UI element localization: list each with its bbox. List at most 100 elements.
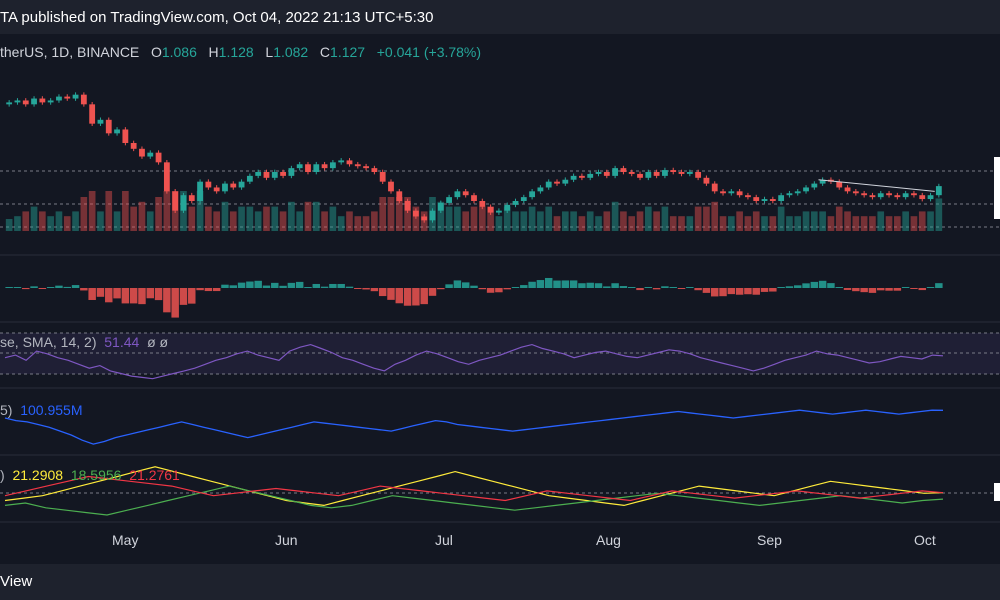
dmi-scale-label [994,483,1000,501]
candle-body [529,191,536,198]
x-tick-label: Jul [435,532,453,548]
histogram-bar [818,280,827,288]
high-label: H [208,44,219,60]
rsi-legend[interactable]: se, SMA, 14, 2) 51.44 ø ø [0,334,168,350]
volume-bar [188,206,196,231]
histogram-bar [843,288,852,290]
histogram-bar [636,288,644,291]
candle-body [80,94,87,105]
candle-body [662,170,668,176]
candle-body [56,96,62,101]
volume-bar [246,206,254,231]
dmi-legend[interactable]: ) 21.2908 18.5956 21.2761 [0,467,180,483]
volume-bar [379,197,387,231]
histogram-bar [378,288,387,297]
obv-value: 100.955M [20,402,83,418]
candle-body [429,210,436,221]
candle-body [222,183,228,192]
histogram-bar [387,288,395,300]
histogram-bar [719,288,727,297]
histogram-bar [428,288,437,296]
price-scale-label [994,157,1000,219]
volume-bar [478,206,486,231]
volume-bar [105,191,113,231]
volume-bar [512,211,519,231]
volume-bar [620,211,627,231]
histogram-bar [105,288,113,303]
histogram-bar [495,288,503,293]
candle-body [670,170,677,172]
volume-bar [462,211,470,231]
candle-body [612,168,619,176]
candle-body [736,191,743,196]
histogram-bar [13,287,22,288]
volume-bar [520,211,528,231]
volume-bar [171,191,179,231]
minus-di-line [4,475,944,502]
x-tick-label: Oct [914,532,936,548]
symbol-legend: therUS, 1D, BINANCE O1.086 H1.128 L1.082… [0,44,481,60]
histogram-bar [536,280,545,288]
candle-body [412,210,419,217]
histogram-bar [271,282,279,288]
x-tick-label: Aug [596,532,621,548]
candle-body [554,181,560,184]
candle-body [39,98,46,103]
volume-bar [794,216,802,231]
candle-body [786,193,793,196]
candle-body [197,181,203,201]
histogram-bar [710,288,719,297]
histogram-bar [910,288,918,289]
histogram-bar [30,286,38,288]
volume-bar [711,201,719,231]
candle-body [761,199,768,201]
volume-bar [586,211,594,231]
histogram-bar [669,287,677,288]
histogram-bar [785,286,794,288]
histogram-bar [46,287,55,288]
obv-line [4,409,944,445]
candle-body [753,197,760,201]
histogram-bar [561,280,570,288]
histogram-bar [793,285,802,288]
volume-bar [752,211,760,231]
volume-bar [454,206,461,231]
histogram-bar [769,288,777,292]
candle-body [861,193,868,196]
candle-body [454,191,461,198]
candle-body [72,94,79,99]
volume-bar [14,216,21,231]
candle-body [122,129,129,143]
adx-value: 21.2908 [12,467,64,483]
volume-bar [769,216,777,231]
candle-body [728,191,735,194]
histogram-bar [744,288,752,295]
candle-body [89,104,96,124]
volume-bar [155,197,162,231]
volume-bar [545,206,553,231]
volume-bar [786,216,793,231]
candle-body [213,187,220,192]
histogram-bar [594,283,603,288]
symbol-name[interactable]: therUS, 1D, BINANCE [0,44,140,60]
trend-line [818,179,935,192]
obv-label: 5) [0,402,13,418]
volume-bar [5,219,13,231]
histogram-bar [221,284,229,288]
volume-bar [503,206,511,231]
volume-bar [221,201,229,231]
volume-bar [819,211,826,231]
histogram-bar [619,286,628,288]
histogram-bar [520,285,528,288]
low-value: 1.082 [273,44,309,60]
volume-bar [22,211,30,231]
candle-body [703,177,710,184]
candle-body [296,164,303,169]
volume-bar [761,216,768,231]
tradingview-brand[interactable]: View [0,573,33,590]
obv-legend[interactable]: 5) 100.955M [0,402,83,418]
histogram-bar [935,283,943,288]
histogram-bar [320,286,329,288]
candle-body [64,96,71,99]
